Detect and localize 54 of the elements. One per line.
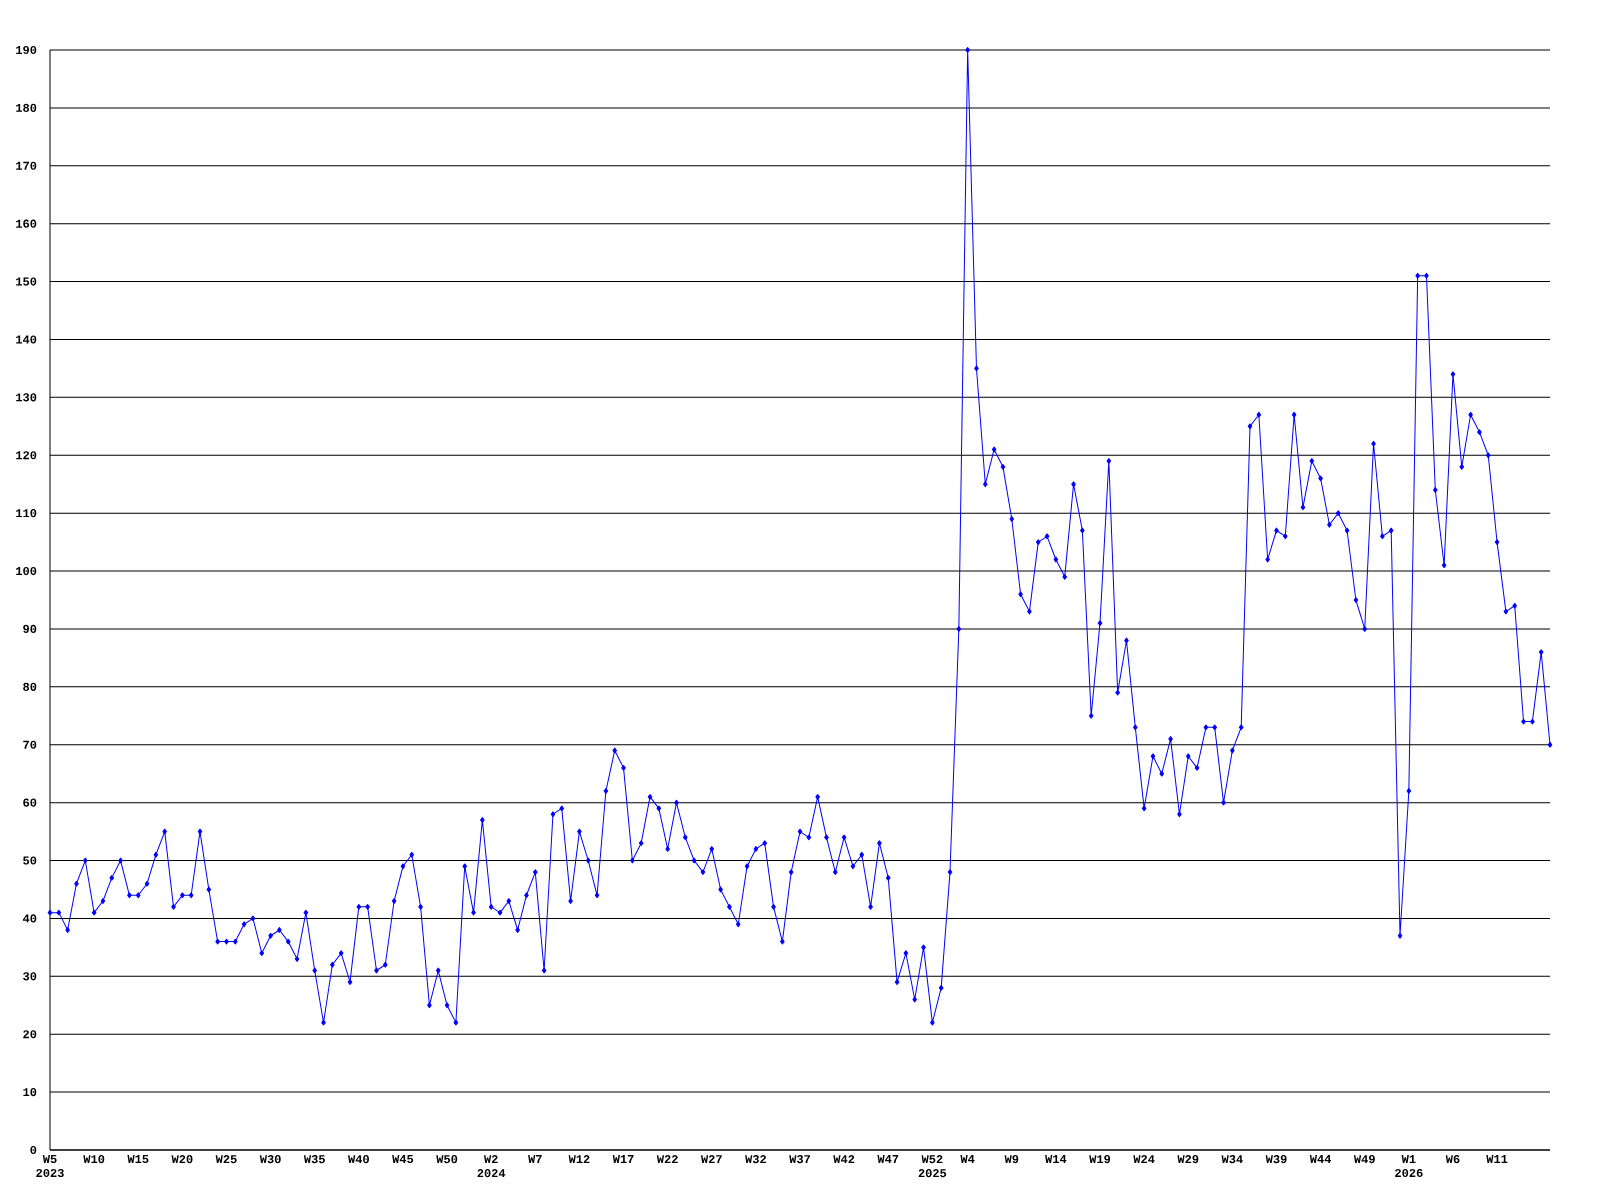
x-tick-label: W6 xyxy=(1445,1155,1460,1164)
x-tick-label: W19 xyxy=(1089,1155,1111,1164)
x-tick-label: W45 xyxy=(392,1155,414,1164)
x-tick-label: W52 2025 xyxy=(918,1155,947,1178)
x-tick-label: W14 xyxy=(1045,1155,1067,1163)
x-tick-label: W42 xyxy=(833,1155,855,1164)
y-tick-label: 160 xyxy=(16,219,37,228)
y-tick-label: 40 xyxy=(22,914,37,923)
x-tick-label: W32 xyxy=(745,1155,766,1164)
y-tick-label: 150 xyxy=(16,277,37,286)
y-tick-label: 190 xyxy=(16,45,37,55)
x-tick-label: W50 xyxy=(436,1155,458,1164)
x-tick-label: W35 xyxy=(303,1155,325,1164)
x-tick-label: W1 2026 xyxy=(1395,1155,1423,1178)
x-tick-label: W40 xyxy=(348,1155,369,1164)
x-tick-label: W49 xyxy=(1353,1155,1375,1164)
y-tick-label: 50 xyxy=(23,856,37,865)
x-tick-label: W15 xyxy=(127,1155,149,1164)
x-tick-label: W7 xyxy=(528,1155,542,1163)
y-tick-label: 0 xyxy=(30,1145,37,1155)
y-tick-label: 120 xyxy=(16,451,37,460)
y-tick-label: 90 xyxy=(23,624,37,634)
y-tick-label: 140 xyxy=(16,335,37,344)
x-tick-label: W25 xyxy=(215,1155,237,1164)
y-tick-label: 170 xyxy=(16,161,37,170)
y-tick-label: 110 xyxy=(16,509,37,518)
x-tick-label: W5 2023 xyxy=(36,1155,64,1178)
x-tick-label: W17 xyxy=(612,1155,634,1163)
x-tick-label: W34 xyxy=(1221,1155,1243,1164)
y-tick-label: 100 xyxy=(16,566,37,576)
y-tick-label: 180 xyxy=(16,103,37,112)
x-tick-label: W47 xyxy=(877,1155,899,1163)
x-tick-label: W20 xyxy=(171,1155,193,1164)
y-tick-label: 80 xyxy=(23,682,37,691)
x-tick-label: W30 xyxy=(259,1155,281,1164)
x-tick-label: W27 xyxy=(700,1155,722,1164)
x-tick-label: W12 xyxy=(568,1155,590,1164)
x-tick-label: W37 xyxy=(789,1155,811,1164)
y-tick-label: 60 xyxy=(23,798,37,807)
x-tick-label: W2 2024 xyxy=(477,1155,506,1178)
y-tick-label: 10 xyxy=(23,1088,37,1097)
x-tick-label: W11 xyxy=(1486,1155,1508,1163)
x-tick-label: W9 xyxy=(1004,1155,1019,1164)
x-tick-label: W39 xyxy=(1265,1155,1287,1164)
x-tick-label: W22 xyxy=(656,1155,678,1164)
x-tick-label: W10 xyxy=(83,1155,105,1164)
x-tick-label: W4 xyxy=(960,1155,975,1163)
y-tick-label: 130 xyxy=(16,393,37,402)
y-tick-label: 30 xyxy=(23,972,37,981)
x-tick-label: W44 xyxy=(1309,1155,1332,1163)
y-tick-label: 70 xyxy=(23,740,37,749)
y-tick-label: 20 xyxy=(23,1030,37,1039)
x-tick-label: W24 xyxy=(1133,1155,1155,1164)
x-tick-label: W29 xyxy=(1177,1155,1199,1164)
